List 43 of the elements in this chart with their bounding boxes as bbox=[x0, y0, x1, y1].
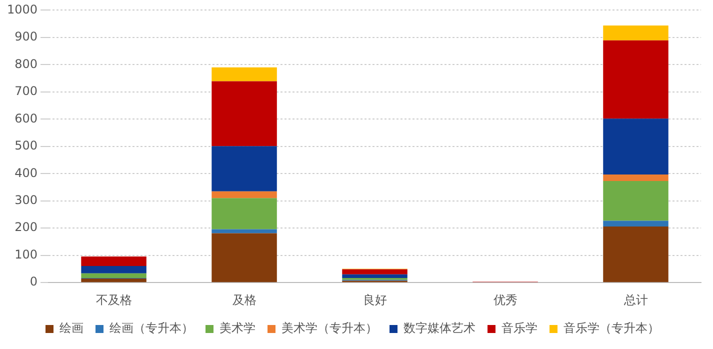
bar bbox=[81, 273, 146, 278]
bar bbox=[603, 25, 668, 40]
bar bbox=[212, 146, 277, 192]
y-tick-label: 400 bbox=[14, 166, 38, 180]
y-tick-label: 0 bbox=[30, 274, 38, 289]
legend-label: 音乐学（专升本） bbox=[564, 321, 660, 336]
x-tick-label: 及格 bbox=[232, 292, 256, 307]
bar bbox=[603, 40, 668, 119]
legend-label: 绘画 bbox=[60, 321, 84, 336]
y-tick-label: 200 bbox=[14, 220, 38, 234]
bar bbox=[212, 233, 277, 282]
legend-label: 美术学（专升本） bbox=[282, 321, 378, 336]
y-tick-label: 1000 bbox=[6, 2, 38, 16]
x-tick-label: 优秀 bbox=[493, 292, 518, 307]
bar bbox=[603, 180, 668, 221]
bar bbox=[212, 81, 277, 146]
bar bbox=[603, 174, 668, 181]
bar bbox=[603, 118, 668, 174]
x-tick-label: 不及格 bbox=[96, 292, 132, 307]
legend-label: 音乐学 bbox=[502, 321, 538, 336]
legend-label: 美术学 bbox=[220, 321, 256, 336]
bar bbox=[81, 256, 146, 266]
bar bbox=[81, 266, 146, 274]
y-tick-label: 100 bbox=[14, 247, 38, 262]
bar bbox=[212, 67, 277, 82]
bar bbox=[342, 269, 408, 274]
y-tick-label: 500 bbox=[14, 138, 38, 153]
legend-label: 数字媒体艺术 bbox=[404, 321, 476, 336]
x-tick-label: 总计 bbox=[622, 292, 648, 307]
legend-label: 绘画（专升本） bbox=[110, 321, 194, 336]
y-tick-label: 800 bbox=[14, 56, 38, 71]
bar bbox=[81, 278, 146, 282]
bar bbox=[212, 191, 277, 198]
y-tick-label: 900 bbox=[14, 30, 38, 44]
x-tick-label: 良好 bbox=[362, 292, 387, 307]
bar bbox=[603, 220, 668, 226]
bar bbox=[603, 226, 668, 282]
y-tick-label: 700 bbox=[14, 84, 38, 98]
bar bbox=[212, 229, 277, 234]
y-tick-label: 300 bbox=[14, 193, 38, 208]
y-tick-label: 600 bbox=[14, 111, 38, 126]
bar bbox=[212, 198, 277, 230]
bar bbox=[342, 274, 408, 278]
